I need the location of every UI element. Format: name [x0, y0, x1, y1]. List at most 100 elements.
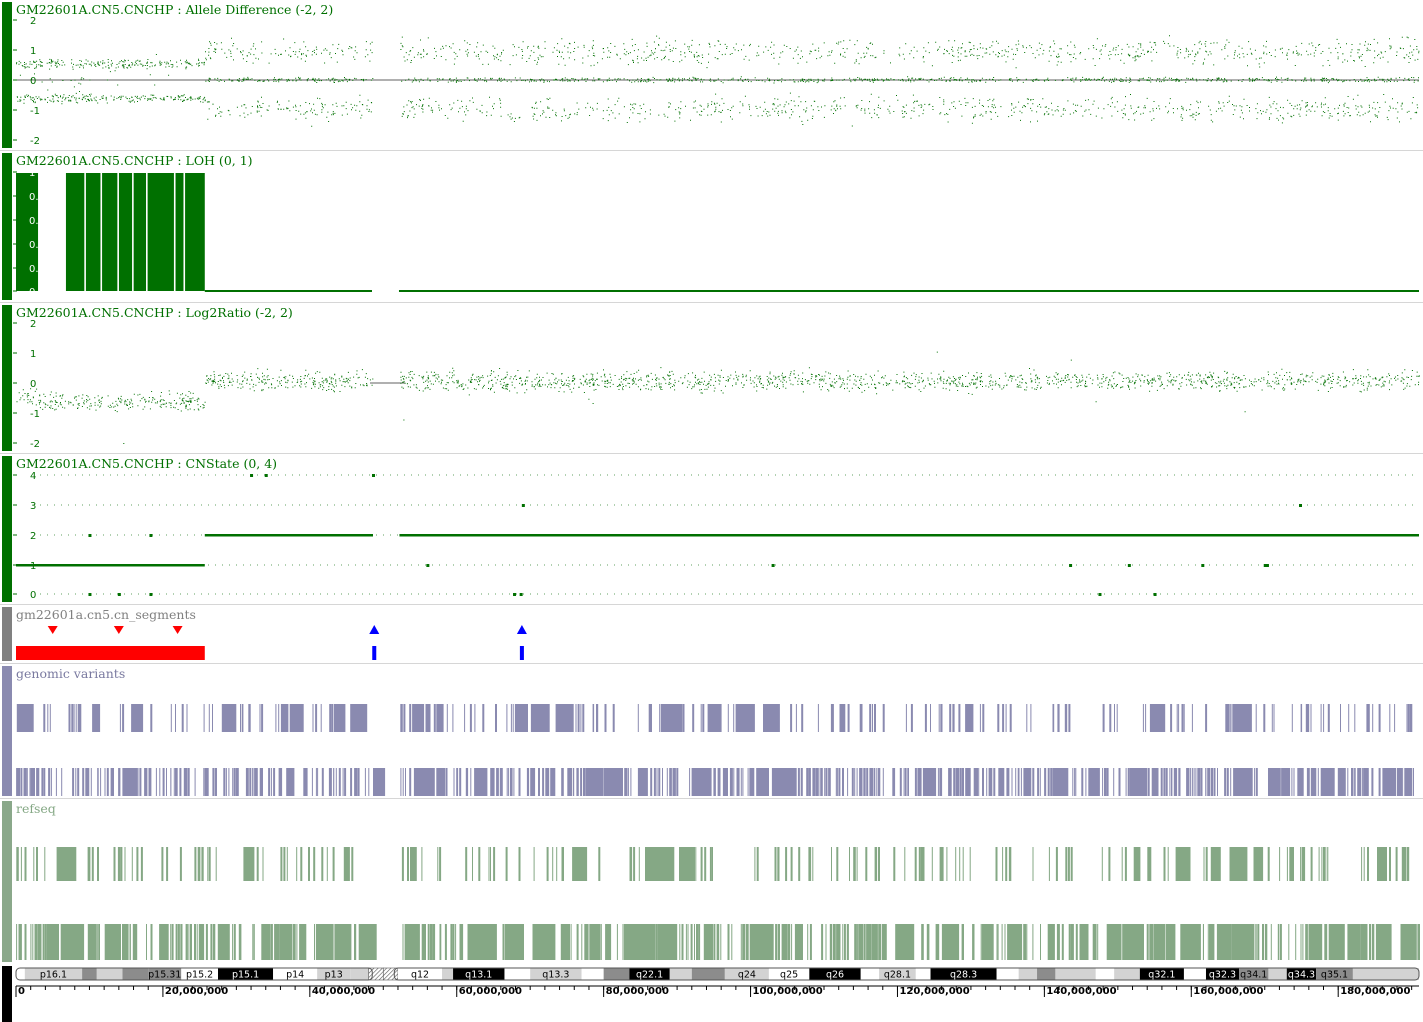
ideogram-band-label: q35.1 — [1321, 970, 1348, 981]
cn-state-segment — [399, 534, 1419, 537]
loss-marker-triangle — [172, 626, 183, 634]
genomic-variants-track-handle[interactable] — [2, 666, 12, 796]
ideogram-band[interactable] — [1268, 968, 1287, 980]
ideogram-band[interactable]: q28.3 — [930, 968, 997, 981]
ideogram-band[interactable]: p15.2 — [181, 968, 219, 981]
loh-baseline — [204, 290, 1419, 292]
ideogram-track-handle[interactable] — [2, 966, 12, 1022]
ideogram-band[interactable] — [581, 968, 604, 980]
variant-feature-row[interactable] — [16, 704, 1413, 732]
ideogram-band[interactable]: q32.1 — [1139, 968, 1184, 981]
ideogram-band-label: p14 — [286, 970, 304, 981]
ideogram-band[interactable] — [82, 968, 97, 980]
ruler-tick-label: 40,000,000 — [312, 986, 375, 997]
ideogram-band-label: p13 — [325, 970, 343, 981]
cn-segment-gain[interactable] — [372, 646, 377, 660]
ideogram-band[interactable]: q35.1 — [1316, 968, 1353, 981]
ideogram-band-label: q12 — [411, 970, 429, 981]
cn-state-point — [1127, 564, 1131, 567]
gain-marker-triangle — [369, 625, 380, 634]
ideogram-band[interactable]: q34.3 — [1286, 968, 1317, 981]
ideogram-band[interactable]: p16.1 — [24, 968, 83, 981]
ideogram-band[interactable] — [915, 968, 931, 980]
cnstate-axis-tick-label: 0 — [30, 590, 36, 601]
ideogram-band[interactable]: q13.3 — [530, 968, 582, 981]
ideogram-band[interactable] — [442, 968, 454, 980]
log2ratio-track-handle[interactable] — [2, 305, 12, 451]
ideogram-band[interactable] — [1114, 968, 1140, 980]
refseq-track-handle[interactable] — [2, 801, 12, 962]
ideogram-band[interactable]: p15.31 — [148, 968, 181, 981]
cn-state-point — [371, 474, 375, 477]
ruler-tick-label: 0 — [18, 986, 25, 997]
ideogram-band[interactable]: q26 — [809, 968, 861, 981]
ideogram-band[interactable] — [1055, 968, 1096, 980]
allele-difference-track: 2 1 0 -1 -2 GM22601A.CN5.CNCHP : Allele Diff… — [0, 0, 1423, 150]
cn-state-point — [149, 593, 153, 596]
loss-marker-triangle — [47, 626, 58, 634]
cn-state-segment — [16, 564, 205, 567]
ideogram-band[interactable] — [368, 967, 384, 981]
refseq-track: refseq — [0, 799, 1423, 964]
log2ratio-track: 2 1 0 -1 -2 GM22601A.CN5.CNCHP : Log2Ratio (… — [0, 303, 1423, 453]
cn-segments-track-handle[interactable] — [2, 607, 12, 661]
ideogram-band[interactable] — [669, 968, 692, 980]
ruler-tick-label: 60,000,000 — [459, 986, 522, 997]
log2ratio-axis-tick-label: 0 — [30, 379, 36, 390]
loh-axis-tick-label: 0.6 — [29, 216, 45, 227]
cn-state-point — [771, 564, 775, 567]
ideogram-band[interactable] — [860, 968, 880, 980]
ideogram-band[interactable] — [122, 968, 149, 980]
data-points — [16, 35, 1420, 127]
ideogram-band[interactable] — [1095, 968, 1115, 980]
ideogram-band[interactable] — [96, 968, 123, 980]
variant-feature-row[interactable] — [16, 768, 1415, 796]
ideogram-band[interactable] — [1183, 968, 1206, 980]
cnstate-axis-tick-label: 2 — [30, 531, 36, 542]
loh-axis-tick-label: 0.4 — [29, 240, 45, 251]
log2ratio-axis-tick-label: 2 — [30, 319, 36, 330]
ideogram-band[interactable] — [996, 968, 1019, 980]
chromosome-ideogram: p16.1 p15.31 p15.2 p15.1 p14 p13 q12 q13.1 q13.3… — [15, 967, 1420, 997]
ideogram-band[interactable] — [350, 968, 369, 980]
ideogram-band[interactable] — [691, 968, 725, 980]
ideogram-band[interactable]: q25 — [768, 968, 810, 981]
ideogram-band[interactable] — [1352, 968, 1419, 980]
cn-segment-gain[interactable] — [519, 646, 524, 660]
cn-segment-loss[interactable] — [16, 646, 205, 660]
ideogram-band[interactable] — [1018, 968, 1038, 980]
ideogram-band[interactable]: q24 — [724, 968, 769, 981]
ideogram-band[interactable]: q34.1 — [1239, 968, 1269, 981]
loh-axis-tick-label: 0.2 — [29, 264, 45, 275]
cnstate-track-label: GM22601A.CN5.CNCHP : CNState (0, 4) — [16, 456, 278, 471]
cnstate-axis-tick-label: 4 — [30, 471, 36, 482]
ideogram-band[interactable] — [504, 968, 531, 980]
ideogram-band[interactable]: p15.1 — [218, 968, 274, 981]
ideogram-band[interactable] — [382, 967, 399, 981]
genomic-variants-track-label: genomic variants — [16, 666, 126, 681]
ideogram-band[interactable] — [603, 968, 630, 980]
gene-feature-row[interactable] — [16, 924, 1421, 960]
ideogram-band[interactable]: q22.1 — [629, 968, 670, 981]
cnstate-track-handle[interactable] — [2, 456, 12, 602]
allele-difference-track-handle[interactable] — [2, 2, 12, 148]
ideogram-band[interactable] — [1037, 968, 1056, 980]
cn-state-point — [1263, 564, 1267, 567]
ideogram-band[interactable]: p14 — [273, 968, 318, 981]
ideogram-band[interactable] — [16, 968, 25, 980]
loh-track-handle[interactable] — [2, 153, 12, 300]
genomic-variants-features — [16, 704, 1415, 796]
genomic-variants-track: genomic variants — [0, 664, 1423, 798]
ideogram-band[interactable]: p13 — [317, 968, 351, 981]
ideogram-band[interactable]: q28.1 — [879, 968, 916, 981]
ideogram-band[interactable]: q32.3 — [1205, 968, 1240, 981]
gene-feature-row[interactable] — [16, 847, 1410, 881]
cn-state-point — [521, 504, 525, 507]
ideogram-band-label: p15.1 — [232, 970, 259, 981]
log2ratio-axis-tick-label: -1 — [30, 409, 40, 420]
ideogram-band-label: q34.1 — [1240, 970, 1267, 981]
ideogram-band-label: p15.31 — [148, 970, 181, 981]
ideogram-band[interactable]: q12 — [397, 968, 443, 981]
ideogram-band[interactable]: q13.1 — [453, 968, 505, 981]
